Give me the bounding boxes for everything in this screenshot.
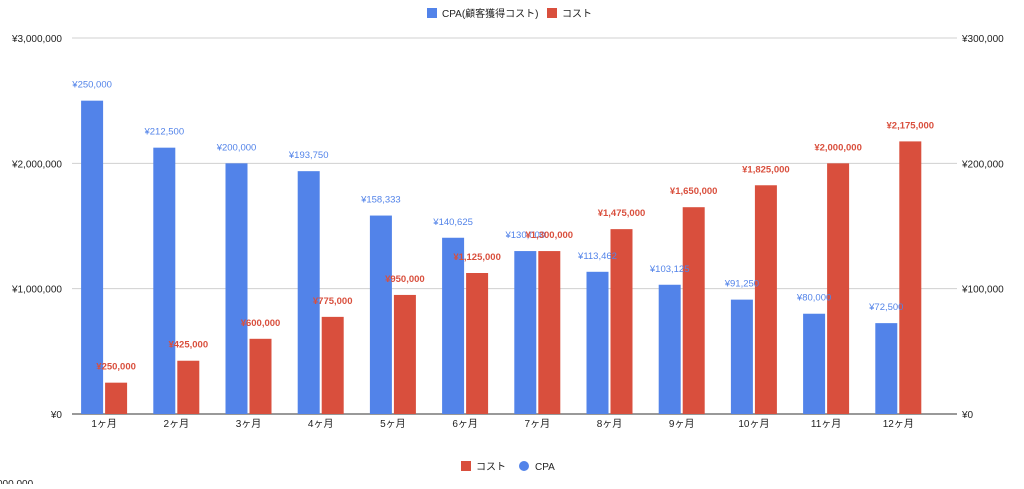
x-tick-label: 12ヶ月: [883, 418, 914, 430]
x-tick-label: 5ヶ月: [380, 418, 406, 430]
cost-bar: [321, 316, 344, 414]
cpa-bar: [586, 271, 609, 414]
cpa-data-label: ¥103,125: [649, 264, 690, 275]
cost-bar: [249, 338, 272, 414]
legend-top-cpa-swatch: [427, 8, 437, 18]
cost-data-label: ¥1,650,000: [670, 186, 718, 197]
cost-data-label: ¥1,825,000: [742, 164, 790, 175]
x-tick-label: 9ヶ月: [669, 418, 695, 430]
cpa-data-label: ¥193,750: [288, 150, 329, 161]
bars: [81, 100, 922, 415]
y-left-tick-label: ¥3,000,000: [11, 34, 62, 45]
cpa-data-label: ¥250,000: [71, 80, 112, 91]
y-left-tick-label: ¥0: [50, 410, 63, 421]
cost-bar: [393, 294, 416, 414]
x-tick-label: 4ヶ月: [308, 418, 334, 430]
cpa-data-label: ¥140,625: [432, 217, 473, 228]
cpa-bar: [514, 251, 537, 414]
x-tick-label: 2ヶ月: [164, 418, 190, 430]
x-tick-label: 1ヶ月: [91, 418, 117, 430]
cost-data-label: ¥2,000,000: [814, 142, 862, 153]
y-right-tick-label: ¥0: [961, 410, 974, 421]
legend-top-cpa-label: CPA(顧客獲得コスト): [442, 7, 538, 20]
cpa-data-label: ¥200,000: [216, 142, 257, 153]
cost-bar: [754, 185, 777, 414]
cost-data-label: ¥1,125,000: [453, 252, 501, 263]
cost-data-label: ¥600,000: [241, 318, 281, 329]
legend-bottom-cost-label: コスト: [476, 462, 506, 473]
legend-top-cost-swatch: [547, 8, 557, 18]
cost-data-label: ¥2,175,000: [887, 120, 935, 131]
cost-bar: [105, 382, 128, 414]
cpa-data-label: ¥212,500: [143, 127, 184, 138]
cpa-bar: [81, 100, 104, 415]
x-tick-label: 8ヶ月: [597, 418, 623, 430]
legend-bottom-cost-swatch: [461, 461, 471, 471]
cost-data-label: ¥1,300,000: [526, 230, 574, 241]
cost-bar: [610, 229, 633, 414]
x-tick-label: 7ヶ月: [525, 418, 551, 430]
y-left-tick-label: ¥1,000,000: [11, 285, 62, 296]
cost-bar: [827, 163, 850, 414]
cost-data-label: ¥1,475,000: [598, 208, 646, 219]
cost-data-label: ¥775,000: [313, 296, 353, 307]
cost-bar: [682, 207, 705, 414]
cost-data-label: ¥425,000: [168, 340, 208, 351]
cpa-bar: [225, 163, 248, 414]
cpa-bar: [369, 215, 392, 414]
x-tick-label: 6ヶ月: [452, 418, 478, 430]
cpa-bar: [442, 237, 465, 414]
cost-bar: [538, 251, 561, 414]
cpa-data-label: ¥158,333: [360, 195, 401, 206]
clipped-axis-text: 000,000: [0, 479, 34, 484]
cpa-data-label: ¥91,250: [724, 279, 759, 290]
cpa-data-label: ¥80,000: [796, 293, 831, 304]
cpa-bar: [730, 299, 753, 414]
cost-bar: [466, 273, 489, 414]
cost-data-label: ¥250,000: [96, 362, 136, 373]
cost-data-label: ¥950,000: [385, 274, 425, 285]
cpa-bar: [153, 147, 176, 414]
y-right-tick-label: ¥300,000: [961, 34, 1004, 45]
cost-bar: [177, 360, 200, 414]
cost-bar: [899, 141, 922, 414]
legend-bottom-cpa-label: CPA: [535, 462, 555, 473]
legend-top-cost-label: コスト: [562, 9, 592, 20]
x-tick-label: 10ヶ月: [738, 418, 769, 430]
axes: ¥0 ¥1,000,000 ¥2,000,000 ¥3,000,000 ¥0 ¥100,0…: [11, 34, 1004, 430]
y-left-tick-label: ¥2,000,000: [11, 159, 62, 170]
cpa-data-label: ¥72,500: [868, 302, 903, 313]
cpa-bar: [658, 284, 681, 414]
cpa-data-label: ¥113,462: [577, 251, 617, 262]
y-right-tick-label: ¥100,000: [961, 285, 1004, 296]
legend-bottom-cpa-marker: [519, 461, 529, 471]
cpa-data-label: ¥130,000: [504, 230, 545, 241]
cpa-bar: [875, 323, 898, 414]
x-tick-label: 11ヶ月: [811, 418, 841, 430]
y-right-tick-label: ¥200,000: [961, 159, 1004, 170]
cpa-bar: [297, 171, 320, 414]
x-tick-label: 3ヶ月: [236, 418, 262, 430]
cpa-bar: [803, 313, 826, 414]
data-labels: ¥250,000 ¥250,000 ¥212,500 ¥425,000 ¥200,000…: [71, 80, 934, 373]
